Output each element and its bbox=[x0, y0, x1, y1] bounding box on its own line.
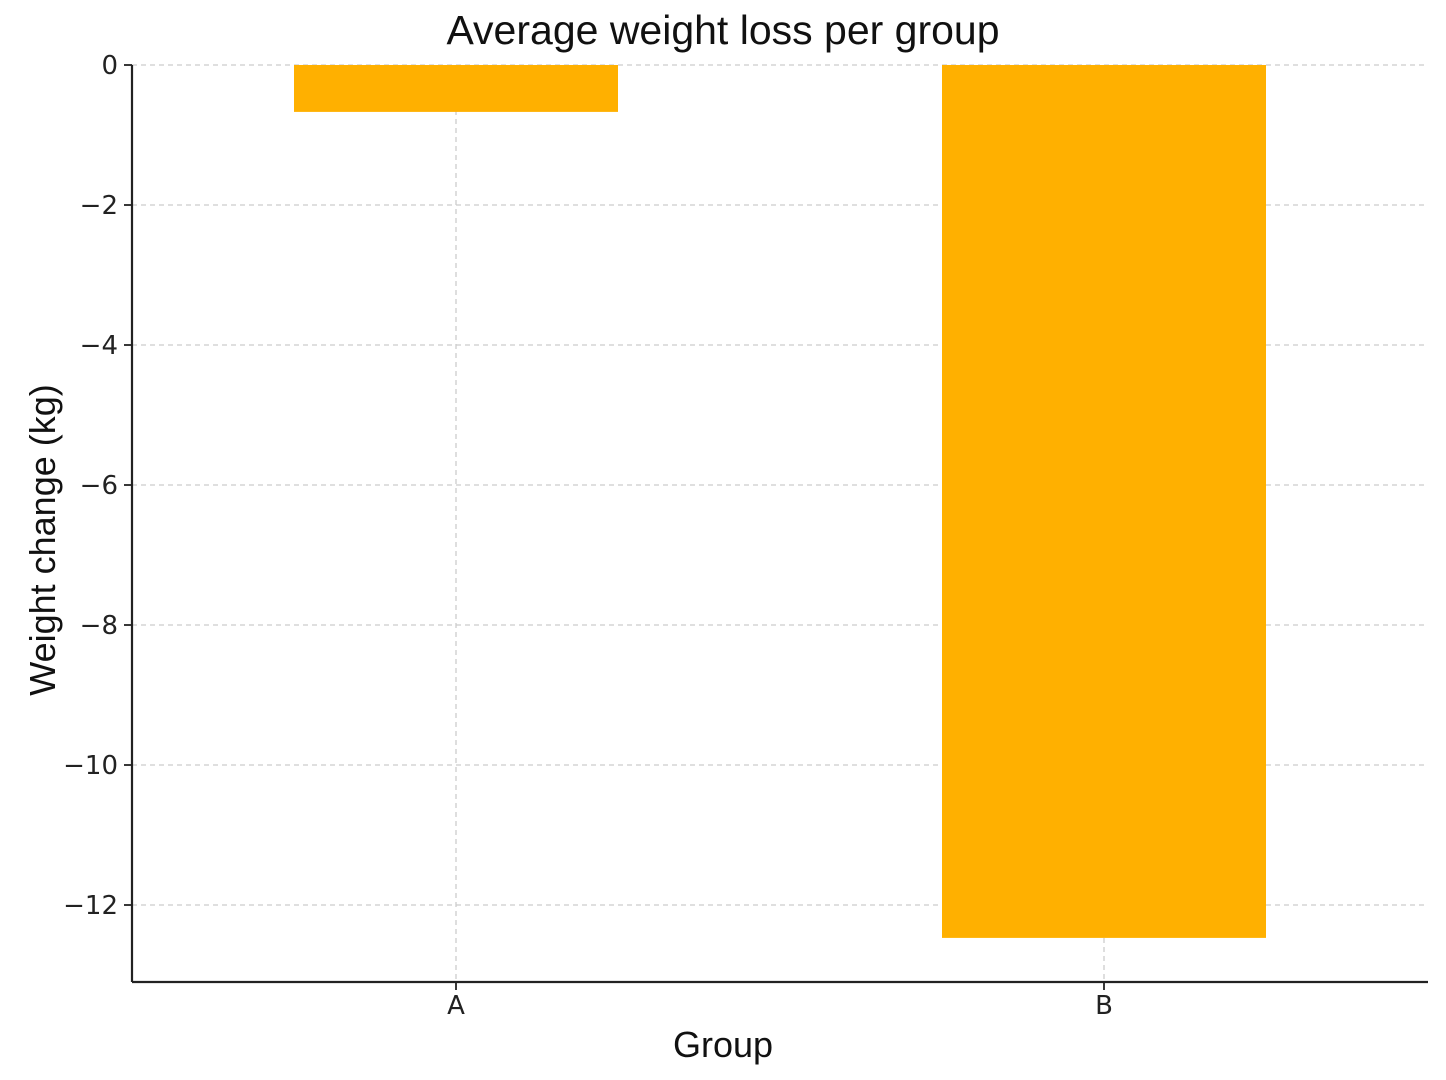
y-tick-label: −12 bbox=[63, 891, 118, 921]
y-axis-label: Weight change (kg) bbox=[22, 384, 63, 696]
y-tick-label: −10 bbox=[63, 751, 118, 781]
y-ticks: 0 −2 −4 −6 −8 −10 −12 bbox=[63, 51, 132, 921]
y-tick-label: −8 bbox=[80, 611, 118, 641]
y-tick-label: −2 bbox=[80, 191, 118, 221]
y-tick-label: 0 bbox=[101, 51, 118, 81]
grid bbox=[132, 64, 1428, 982]
y-tick-label: −4 bbox=[80, 331, 118, 361]
x-axis-label: Group bbox=[673, 1024, 773, 1065]
bars bbox=[294, 65, 1266, 938]
x-tick-label: B bbox=[1095, 991, 1113, 1021]
bar-B bbox=[942, 65, 1266, 938]
y-tick-label: −6 bbox=[80, 471, 118, 501]
chart-title: Average weight loss per group bbox=[446, 7, 999, 53]
bar-A bbox=[294, 65, 618, 112]
x-tick-label: A bbox=[447, 991, 465, 1021]
axes bbox=[130, 65, 1428, 984]
